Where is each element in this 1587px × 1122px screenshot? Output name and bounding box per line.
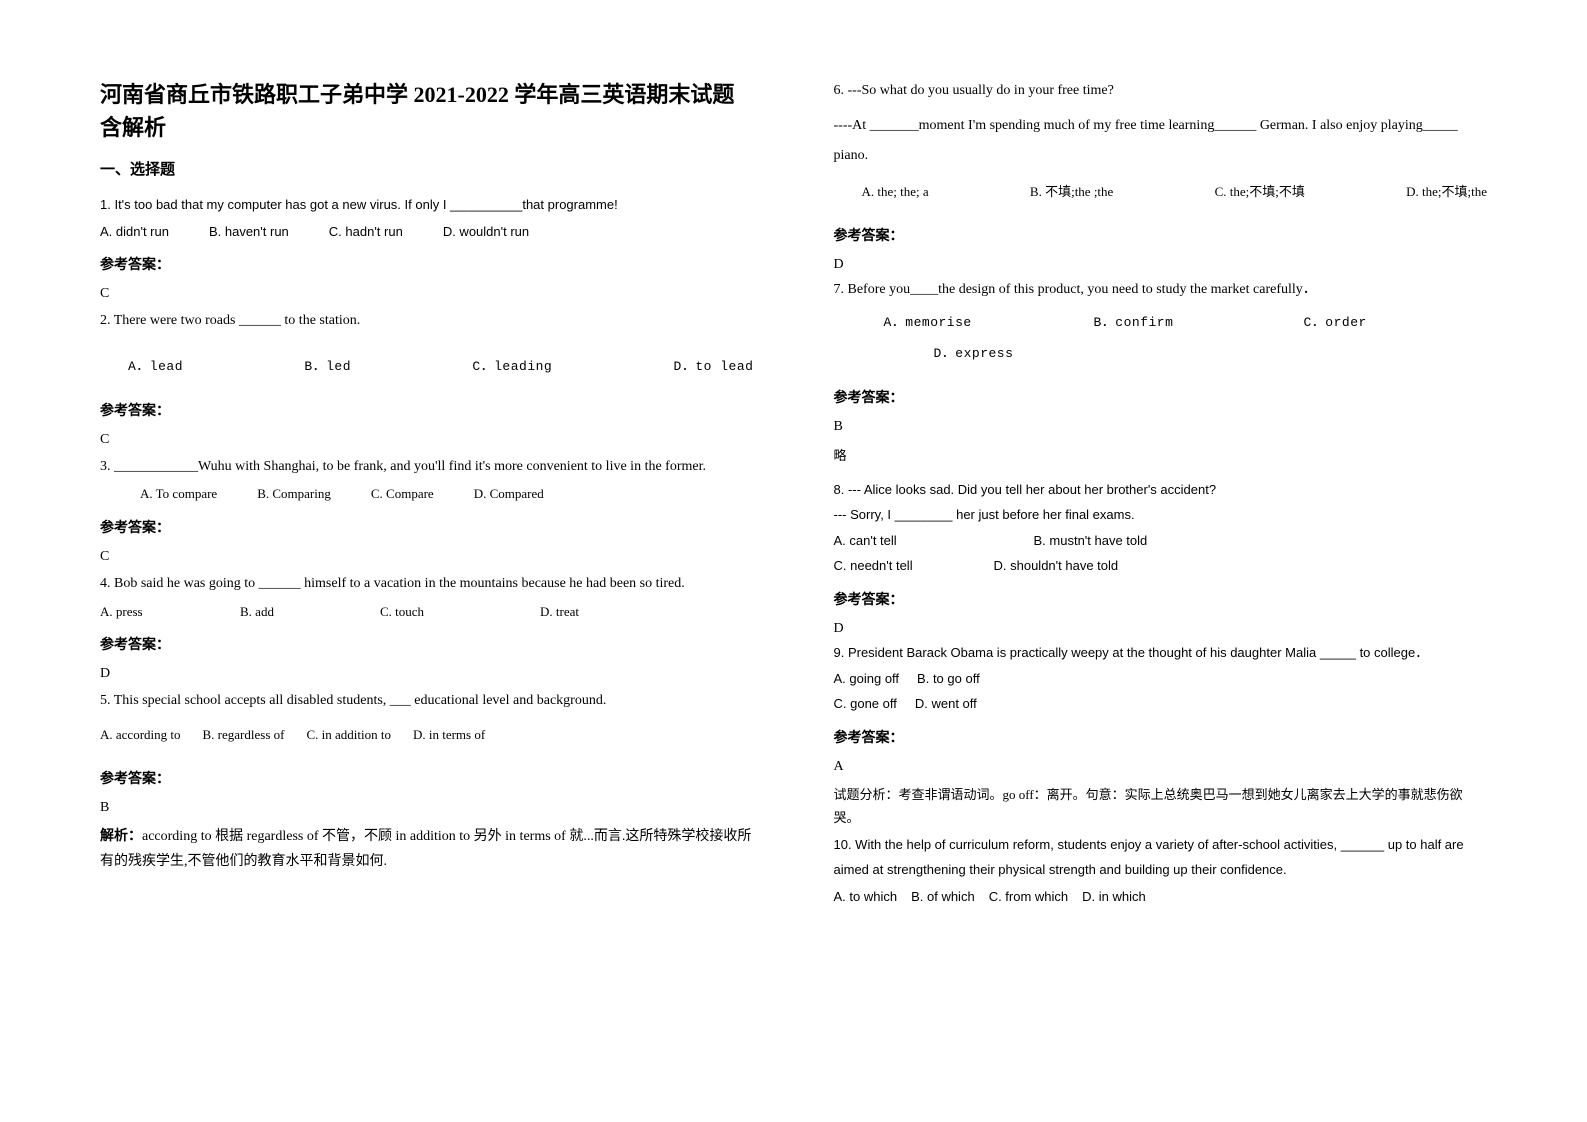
- q6-options: A. the; the; a B. 不填;the ;the C. the;不填;…: [834, 180, 1488, 205]
- q3-opt-d: D. Compared: [474, 482, 544, 507]
- q4-opt-d: D. treat: [540, 600, 579, 625]
- q2-answer: C: [100, 432, 754, 448]
- q7-answer-label: 参考答案：: [834, 387, 1488, 407]
- q3-options: A. To compare B. Comparing C. Compare D.…: [100, 482, 754, 507]
- q8-stem-1: 8. --- Alice looks sad. Did you tell her…: [834, 478, 1488, 503]
- q1-answer-label: 参考答案：: [100, 254, 754, 274]
- q8-options: A. can't tell B. mustn't have told C. ne…: [834, 529, 1488, 578]
- q6-opt-c: C. the;不填;不填: [1215, 180, 1305, 205]
- q6-answer: D: [834, 257, 1488, 273]
- q10-options: A. to which B. of which C. from which D.…: [834, 885, 1488, 910]
- q6-stem-1: 6. ---So what do you usually do in your …: [834, 78, 1488, 105]
- q4-answer: D: [100, 666, 754, 682]
- q4-opt-a: A. press: [100, 600, 240, 625]
- q4-opt-c: C. touch: [380, 600, 540, 625]
- q8-answer-label: 参考答案：: [834, 589, 1488, 609]
- q9-explain: 试题分析：考查非谓语动词。go off：离开。句意：实际上总统奥巴马一想到她女儿…: [834, 783, 1488, 830]
- q9-stem: 9. President Barack Obama is practically…: [834, 641, 1488, 666]
- q7-opt-c: C．order: [1304, 311, 1367, 336]
- q8-answer: D: [834, 621, 1488, 637]
- q5-opt-d: D. in terms of: [413, 723, 485, 748]
- q9-answer: A: [834, 759, 1488, 775]
- q3-opt-b: B. Comparing: [257, 482, 331, 507]
- q1-opt-a: A. didn't run: [100, 220, 169, 245]
- q7-answer: B: [834, 419, 1488, 435]
- q8-opt-d: D. shouldn't have told: [994, 554, 1321, 579]
- q8-opt-c: C. needn't tell: [834, 554, 994, 579]
- q9-opt-a: A. going off: [834, 667, 900, 692]
- q4-options: A. press B. add C. touch D. treat: [100, 600, 754, 625]
- explain-label: 解析：: [100, 829, 142, 844]
- q3-answer-label: 参考答案：: [100, 517, 754, 537]
- q5-opt-b: B. regardless of: [203, 723, 285, 748]
- q7-opt-d: D．express: [884, 342, 1448, 367]
- q2-opt-a: A．lead: [128, 355, 183, 380]
- section-heading: 一、选择题: [100, 158, 754, 179]
- q5-stem: 5. This special school accepts all disab…: [100, 688, 754, 715]
- q1-opt-b: B. haven't run: [209, 220, 289, 245]
- q2-opt-c: C．leading: [472, 355, 552, 380]
- q5-options: A. according to B. regardless of C. in a…: [100, 723, 754, 748]
- q9-options: A. going off B. to go off C. gone off D.…: [834, 667, 1488, 716]
- q5-explain: 解析：according to 根据 regardless of 不管，不顾 i…: [100, 824, 754, 874]
- q2-opt-b: B．led: [304, 355, 351, 380]
- q1-opt-c: C. hadn't run: [329, 220, 403, 245]
- q1-answer: C: [100, 286, 754, 302]
- q6-opt-b: B. 不填;the ;the: [1030, 180, 1113, 205]
- q10-opt-c: C. from which: [989, 885, 1068, 910]
- q2-answer-label: 参考答案：: [100, 400, 754, 420]
- q1-stem: 1. It's too bad that my computer has got…: [100, 193, 754, 218]
- q2-opt-d: D．to lead: [674, 355, 754, 380]
- q7-opt-a: A．memorise: [884, 311, 1094, 336]
- q9-answer-label: 参考答案：: [834, 727, 1488, 747]
- q2-options: A．lead B．led C．leading D．to lead: [100, 355, 754, 380]
- q7-options: A．memorise B．confirm C．order D．express: [834, 311, 1488, 366]
- q4-opt-b: B. add: [240, 600, 380, 625]
- q9-opt-b: B. to go off: [917, 667, 980, 692]
- q3-opt-c: C. Compare: [371, 482, 434, 507]
- q2-stem: 2. There were two roads ______ to the st…: [100, 308, 754, 335]
- q10-opt-a: A. to which: [834, 885, 898, 910]
- q5-opt-a: A. according to: [100, 723, 181, 748]
- q6-opt-d: D. the;不填;the: [1406, 180, 1487, 205]
- q5-opt-c: C. in addition to: [306, 723, 391, 748]
- q3-opt-a: A. To compare: [140, 482, 217, 507]
- q6-answer-label: 参考答案：: [834, 225, 1488, 245]
- q10-opt-b: B. of which: [911, 885, 975, 910]
- q6-stem-2: ----At _______moment I'm spending much o…: [834, 111, 1488, 173]
- q8-stem-2: --- Sorry, I ________ her just before he…: [834, 503, 1488, 528]
- q3-answer: C: [100, 549, 754, 565]
- q1-options: A. didn't run B. haven't run C. hadn't r…: [100, 220, 754, 245]
- q1-opt-d: D. wouldn't run: [443, 220, 529, 245]
- q4-answer-label: 参考答案：: [100, 634, 754, 654]
- q5-explain-text: according to 根据 regardless of 不管，不顾 in a…: [100, 829, 751, 869]
- q7-note: 略: [834, 445, 1488, 464]
- q10-stem: 10. With the help of curriculum reform, …: [834, 833, 1488, 882]
- q5-answer-label: 参考答案：: [100, 768, 754, 788]
- q7-opt-b: B．confirm: [1094, 311, 1304, 336]
- q7-stem: 7. Before you____the design of this prod…: [834, 277, 1488, 304]
- q4-stem: 4. Bob said he was going to ______ himse…: [100, 571, 754, 598]
- q3-stem: 3. ____________Wuhu with Shanghai, to be…: [100, 454, 754, 481]
- q10-opt-d: D. in which: [1082, 885, 1146, 910]
- left-column: 河南省商丘市铁路职工子弟中学 2021-2022 学年高三英语期末试题含解析 一…: [80, 78, 794, 1082]
- q8-opt-b: B. mustn't have told: [1034, 529, 1361, 554]
- q8-opt-a: A. can't tell: [834, 529, 1034, 554]
- right-column: 6. ---So what do you usually do in your …: [794, 78, 1508, 1082]
- document-title: 河南省商丘市铁路职工子弟中学 2021-2022 学年高三英语期末试题含解析: [100, 78, 754, 144]
- q6-opt-a: A. the; the; a: [862, 180, 929, 205]
- q9-opt-d: D. went off: [915, 692, 977, 717]
- q9-opt-c: C. gone off: [834, 692, 897, 717]
- q5-answer: B: [100, 800, 754, 816]
